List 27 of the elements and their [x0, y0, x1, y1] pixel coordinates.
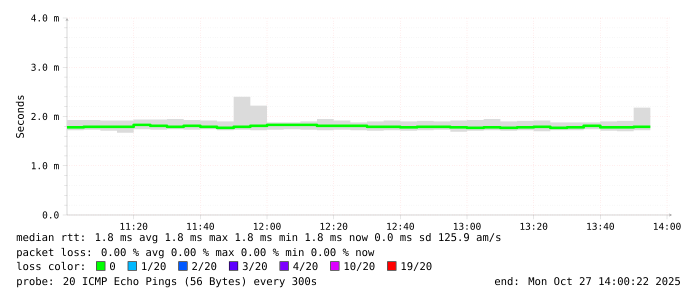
x-tick-label: 11:20: [120, 222, 148, 230]
x-tick-label: 11:40: [187, 222, 214, 230]
y-tick-label: 1.0 m: [32, 162, 59, 170]
x-tick-label: 12:40: [387, 222, 414, 230]
text: median rtt: 1.8 ms avg 1.8 ms max 1.8 ms min 1.8 ms now 0.0 ms sd 125.9 am/s: [16, 232, 500, 244]
x-tick-label: 12:00: [254, 222, 281, 230]
y-tick-label: 2.0 m: [31, 112, 59, 120]
legend-label: 3/20: [242, 262, 267, 271]
x-tick-label: 12:20: [320, 222, 348, 230]
y-tick-label: 3.0 m: [31, 64, 59, 71]
x-tick-label: 13:40: [587, 222, 614, 230]
x-tick-label: 13:00: [454, 222, 481, 230]
legend-label: 10/20: [344, 262, 374, 271]
legend-label: 1/20: [142, 262, 166, 271]
legend-label: 19/20: [402, 262, 432, 271]
y-tick-label: 4.0 m: [31, 14, 59, 22]
y-axis-title: Seconds: [16, 96, 24, 138]
x-tick-label: 13:20: [520, 222, 548, 230]
text: end: Mon Oct 27 14:00:22 2025: [494, 276, 680, 286]
legend-label: 2/20: [192, 262, 216, 271]
x-tick-label: 14:00: [654, 222, 681, 230]
text: probe: 20 ICMP Echo Pings (56 Bytes) every 300s: [17, 276, 316, 288]
text: packet loss: 0.00 % avg 0.00 % max 0.00 % min 0.00 % now: [17, 248, 374, 258]
legend-title: loss color:: [17, 262, 84, 270]
y-tick-label: 0.0: [42, 211, 59, 219]
legend-label: 0: [110, 262, 116, 270]
legend-label: 4/20: [293, 262, 318, 271]
